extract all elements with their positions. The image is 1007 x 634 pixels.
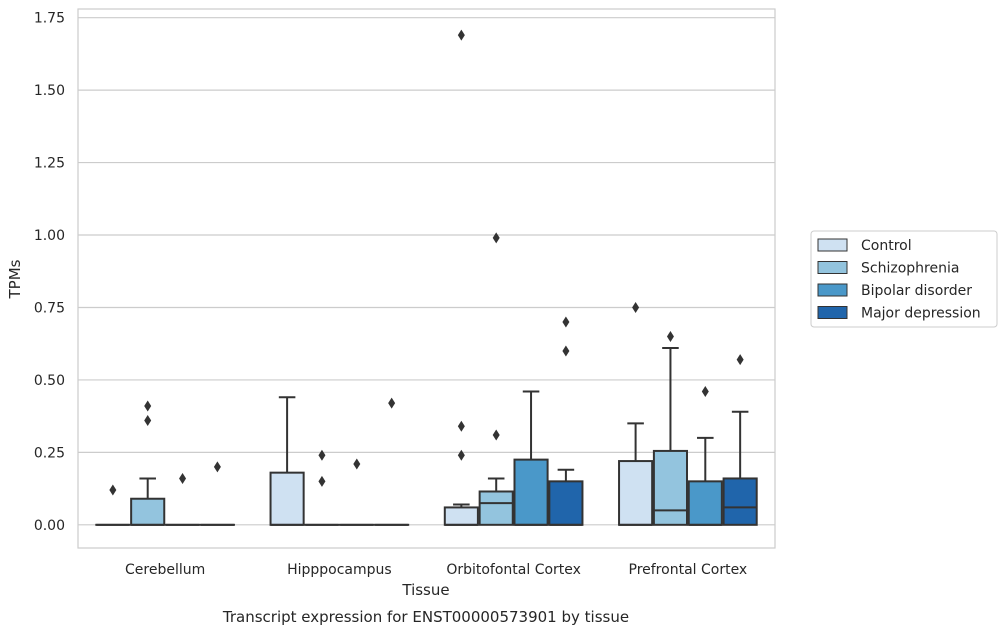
legend-swatch bbox=[817, 238, 848, 252]
y-tick-label: 0.75 bbox=[34, 300, 65, 316]
y-tick-label: 0.00 bbox=[34, 518, 65, 534]
outlier-point bbox=[353, 458, 361, 470]
box-1-3 bbox=[652, 330, 689, 526]
box-3-3 bbox=[722, 354, 758, 526]
box-2-0 bbox=[164, 472, 201, 526]
outlier-point bbox=[562, 345, 570, 357]
box-0-3 bbox=[618, 301, 654, 526]
box-1-2 bbox=[478, 232, 514, 526]
box-2-1 bbox=[339, 458, 375, 526]
grid-lines bbox=[78, 17, 775, 526]
legend-label: Bipolar disorder bbox=[861, 283, 972, 299]
box-3-1 bbox=[374, 397, 410, 526]
x-tick-labels: Cerebellum Hipppocampus Orbitofontal Corte… bbox=[125, 562, 747, 578]
box-series-layer bbox=[95, 29, 758, 526]
y-tick-label: 1.50 bbox=[34, 83, 65, 99]
box-0-1 bbox=[269, 396, 305, 526]
box-2-3 bbox=[687, 386, 723, 526]
outlier-point bbox=[457, 29, 465, 41]
legend-items: Control Schizophrenia Bipolar disorder Majo… bbox=[817, 238, 981, 322]
x-tick-label: Cerebellum bbox=[125, 562, 205, 578]
outlier-point bbox=[632, 301, 640, 313]
outlier-point bbox=[144, 400, 152, 412]
box-body bbox=[443, 506, 479, 526]
legend-label: Control bbox=[861, 238, 912, 254]
box-1-0 bbox=[130, 400, 166, 526]
box-body bbox=[722, 477, 758, 526]
box-body bbox=[548, 480, 584, 526]
x-axis-label: Tissue bbox=[401, 581, 449, 599]
y-axis-label: TPMs bbox=[6, 259, 24, 299]
outlier-point bbox=[457, 449, 465, 461]
outlier-point bbox=[492, 232, 500, 244]
y-tick-label: 1.25 bbox=[34, 156, 65, 172]
outlier-point bbox=[736, 354, 744, 366]
outlier-point bbox=[701, 386, 709, 398]
box-body bbox=[478, 490, 514, 526]
outlier-point bbox=[457, 420, 465, 432]
box-0-2 bbox=[443, 29, 479, 526]
box-body bbox=[687, 480, 723, 526]
outlier-point bbox=[213, 461, 221, 473]
outlier-point bbox=[562, 316, 570, 328]
box-1-1 bbox=[304, 449, 340, 526]
box-body bbox=[269, 471, 305, 526]
legend-label: Major depression bbox=[861, 306, 981, 322]
outlier-point bbox=[666, 330, 674, 342]
legend-label: Schizophrenia bbox=[861, 261, 959, 277]
outlier-point bbox=[318, 449, 326, 461]
outlier-point bbox=[318, 475, 326, 487]
y-tick-label: 1.75 bbox=[34, 11, 65, 27]
y-tick-label: 1.00 bbox=[34, 228, 65, 244]
outlier-point bbox=[109, 484, 117, 496]
legend-swatch bbox=[817, 261, 848, 274]
y-tick-label: 0.50 bbox=[34, 373, 65, 389]
chart-caption: Transcript expression for ENST0000057390… bbox=[222, 608, 629, 626]
outlier-point bbox=[492, 429, 500, 441]
box-body bbox=[652, 449, 689, 526]
x-tick-label: Prefrontal Cortex bbox=[629, 562, 748, 578]
y-tick-labels: 0.00 0.25 0.50 0.75 1.00 1.25 1.50 1.75 bbox=[34, 11, 65, 534]
box-3-2 bbox=[548, 316, 584, 526]
outlier-point bbox=[144, 414, 152, 426]
y-tick-label: 0.25 bbox=[34, 445, 65, 461]
legend-swatch bbox=[817, 283, 848, 297]
box-0-0 bbox=[95, 484, 131, 526]
box-body bbox=[618, 460, 654, 526]
box-body bbox=[513, 458, 549, 526]
x-tick-label: Orbitofontal Cortex bbox=[446, 562, 581, 578]
outlier-point bbox=[179, 472, 187, 484]
box-3-0 bbox=[199, 461, 235, 526]
legend-swatch bbox=[817, 306, 848, 319]
box-2-2 bbox=[513, 390, 549, 526]
legend-frame bbox=[810, 230, 998, 328]
x-tick-label: Hipppocampus bbox=[287, 562, 392, 578]
legend: Control Schizophrenia Bipolar disorder Majo… bbox=[810, 230, 998, 328]
plot-area-frame bbox=[77, 8, 776, 549]
box-body bbox=[130, 497, 166, 526]
outlier-point bbox=[388, 397, 396, 409]
